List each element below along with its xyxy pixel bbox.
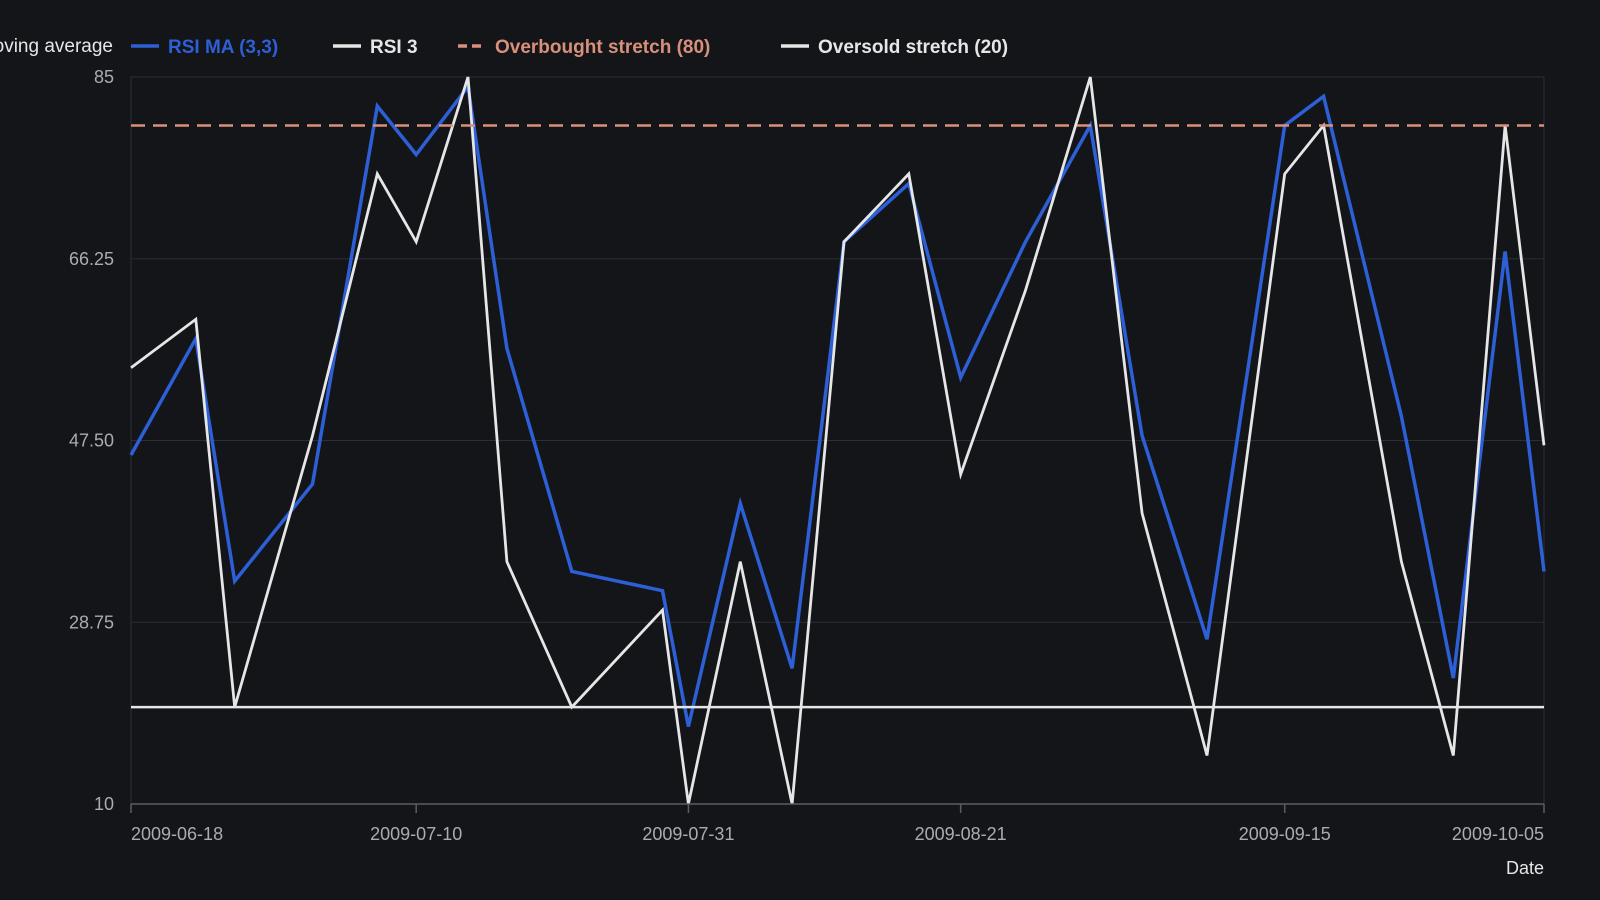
y-tick-label: 10 bbox=[94, 794, 114, 814]
y-tick-label: 85 bbox=[94, 67, 114, 87]
x-axis-title: Date bbox=[1506, 858, 1544, 878]
y-tick-label: 47.50 bbox=[69, 431, 114, 451]
x-tick-label: 2009-10-05 bbox=[1452, 824, 1544, 844]
x-tick-label: 2009-06-18 bbox=[131, 824, 223, 844]
legend-label-rsi-3: RSI 3 bbox=[370, 37, 418, 58]
legend-label-rsi-ma-3-3: RSI MA (3,3) bbox=[168, 37, 278, 58]
x-tick-label: 2009-09-15 bbox=[1239, 824, 1331, 844]
series-line-rsi-3 bbox=[130, 76, 1546, 805]
legend-label-overbought-stretch-80: Overbought stretch (80) bbox=[495, 37, 710, 58]
legend-label-truncated: oving average bbox=[0, 36, 113, 57]
series-line-rsi-ma-3-3 bbox=[129, 82, 1546, 727]
legend-label-oversold-stretch-20: Oversold stretch (20) bbox=[818, 37, 1008, 58]
y-tick-label: 66.25 bbox=[69, 249, 114, 269]
x-tick-label: 2009-08-21 bbox=[915, 824, 1007, 844]
x-tick-label: 2009-07-31 bbox=[642, 824, 734, 844]
y-tick-label: 28.75 bbox=[69, 612, 114, 632]
x-tick-label: 2009-07-10 bbox=[370, 824, 462, 844]
